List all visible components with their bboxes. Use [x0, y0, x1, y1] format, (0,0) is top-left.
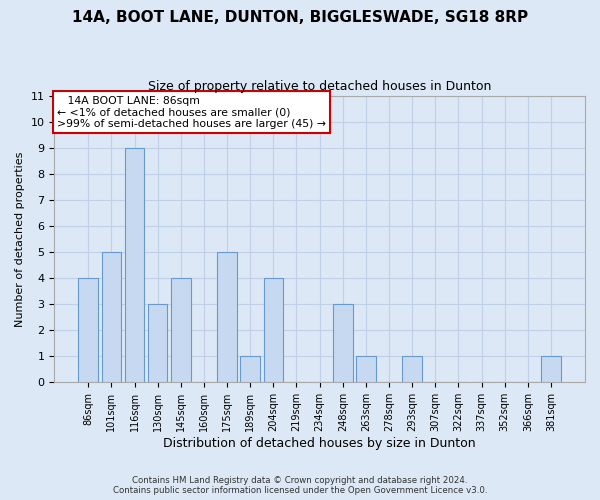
Bar — [217, 252, 237, 382]
Text: Contains HM Land Registry data © Crown copyright and database right 2024.
Contai: Contains HM Land Registry data © Crown c… — [113, 476, 487, 495]
Y-axis label: Number of detached properties: Number of detached properties — [15, 152, 25, 326]
Bar — [79, 278, 98, 382]
Title: Size of property relative to detached houses in Dunton: Size of property relative to detached ho… — [148, 80, 491, 93]
Bar — [171, 278, 191, 382]
Text: 14A BOOT LANE: 86sqm
← <1% of detached houses are smaller (0)
>99% of semi-detac: 14A BOOT LANE: 86sqm ← <1% of detached h… — [57, 96, 326, 129]
Bar — [541, 356, 561, 382]
Bar — [148, 304, 167, 382]
Bar — [356, 356, 376, 382]
Bar — [101, 252, 121, 382]
Text: 14A, BOOT LANE, DUNTON, BIGGLESWADE, SG18 8RP: 14A, BOOT LANE, DUNTON, BIGGLESWADE, SG1… — [72, 10, 528, 25]
Bar — [263, 278, 283, 382]
Bar — [125, 148, 145, 382]
Bar — [403, 356, 422, 382]
Bar — [241, 356, 260, 382]
X-axis label: Distribution of detached houses by size in Dunton: Distribution of detached houses by size … — [163, 437, 476, 450]
Bar — [333, 304, 353, 382]
